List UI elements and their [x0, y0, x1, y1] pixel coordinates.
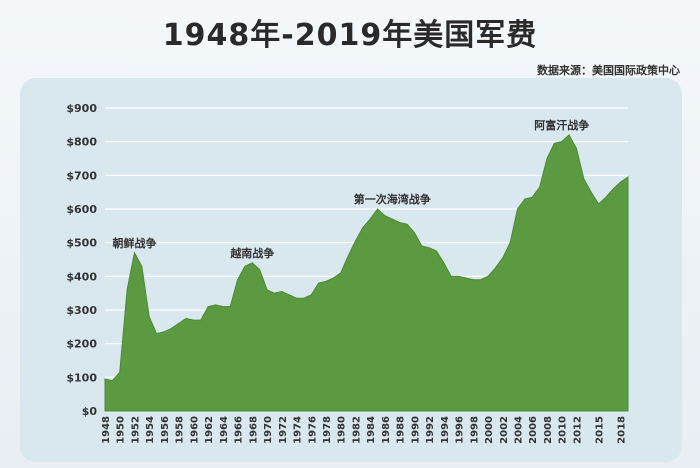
x-tick-label: 1954 [145, 416, 156, 444]
war-annotation: 第一次海湾战争 [354, 192, 431, 206]
x-tick-label: 2018 [617, 416, 628, 444]
x-tick-label: 1956 [160, 416, 171, 444]
x-tick-label: 1980 [337, 416, 348, 444]
x-tick-label: 1952 [130, 416, 141, 444]
chart-title: 1948年-2019年美国军费 [162, 18, 538, 53]
y-tick-label: $0 [82, 405, 98, 418]
x-tick-label: 1992 [425, 416, 436, 444]
x-tick-label: 1972 [278, 416, 289, 444]
x-tick-label: 1986 [381, 416, 392, 444]
plot-area [104, 134, 629, 412]
x-tick-label: 1978 [322, 416, 333, 444]
x-tick-label: 1948 [101, 416, 112, 444]
x-tick-label: 2002 [499, 416, 510, 444]
data-source-note: 数据来源：美国国际政策中心 [537, 64, 680, 77]
x-tick-label: 1958 [175, 416, 186, 444]
x-tick-label: 2004 [514, 416, 525, 444]
x-tick-label: 1968 [248, 416, 259, 444]
x-tick-label: 2008 [543, 416, 554, 444]
x-tick-label: 2006 [528, 416, 539, 444]
chart-panel: $0 $100 $200 $300 $400 $500 $600 $700 $800 $900 1… [20, 78, 682, 462]
x-tick-label: 1964 [219, 416, 230, 444]
x-tick-label: 1962 [204, 416, 215, 444]
x-tick-label: 1976 [307, 416, 318, 444]
x-tick-label: 1982 [351, 416, 362, 444]
y-tick-label: $600 [66, 203, 97, 216]
y-tick-label: $300 [66, 304, 97, 317]
y-tick-label: $900 [66, 102, 97, 115]
x-tick-label: 1994 [440, 416, 451, 444]
x-tick-label: 2010 [558, 416, 569, 444]
x-tick-label: 2012 [572, 416, 583, 444]
x-axis: 1948 1950 1952 1954 1956 1958 1960 1962 1964 1966… [101, 416, 628, 444]
military-spending-chart: $0 $100 $200 $300 $400 $500 $600 $700 $800 $900 1… [66, 102, 629, 444]
spending-area [104, 134, 629, 412]
y-axis: $0 $100 $200 $300 $400 $500 $600 $700 $800 $900 [66, 102, 97, 418]
y-tick-label: $400 [66, 270, 97, 283]
y-tick-label: $500 [66, 237, 97, 250]
x-tick-label: 1988 [396, 416, 407, 444]
x-tick-label: 1998 [469, 416, 480, 444]
x-tick-label: 1970 [263, 416, 274, 444]
y-tick-label: $800 [66, 136, 97, 149]
x-tick-label: 1984 [366, 416, 377, 444]
war-annotation: 阿富汗战争 [534, 118, 589, 132]
x-tick-label: 1990 [410, 416, 421, 444]
y-tick-label: $100 [66, 371, 97, 384]
war-annotation: 朝鲜战争 [112, 236, 156, 250]
y-tick-label: $700 [66, 169, 97, 182]
x-tick-label: 1996 [455, 416, 466, 444]
x-tick-label: 1950 [116, 416, 127, 444]
y-tick-label: $200 [66, 338, 97, 351]
x-tick-label: 2015 [595, 416, 606, 444]
war-annotation: 越南战争 [229, 246, 274, 260]
x-tick-label: 1966 [234, 416, 245, 444]
x-tick-label: 1960 [189, 416, 200, 444]
x-tick-label: 1974 [293, 416, 304, 444]
x-tick-label: 2000 [484, 416, 495, 444]
